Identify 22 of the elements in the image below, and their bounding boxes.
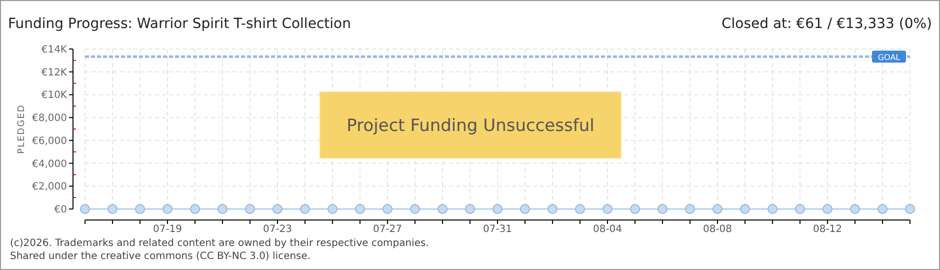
y-tick-label: €4,000 (32, 158, 67, 170)
x-tick-label: 08-04 (592, 224, 622, 235)
y-tick-label: €0 (54, 204, 67, 216)
annotation: Project Funding Unsuccessful (346, 116, 594, 136)
chart-title: Funding Progress: Warrior Spirit T-shirt Collection (8, 16, 351, 32)
y-tick-label: €14K (41, 44, 68, 56)
ref-line-label: GOAL (878, 53, 901, 62)
y-tick-label: €6,000 (32, 136, 67, 147)
text: (c)2026. Trademarks and related content are owned by their respective companies. (10, 238, 429, 249)
x-tick-label: 08-12 (812, 224, 842, 235)
text: Shared under the creative commons (CC BY-NC 3.0) license. (10, 251, 311, 262)
y-tick-label: €10K (41, 90, 68, 102)
y-tick-label: €12K (41, 67, 68, 78)
y-tick-label: €8,000 (32, 113, 67, 124)
x-tick-label: 07-31 (482, 224, 512, 235)
y-axis-title: PLEDGED (17, 104, 27, 154)
x-tick-label: 07-27 (372, 224, 402, 235)
x-tick-label: 08-08 (702, 224, 732, 235)
x-tick-label: 07-23 (262, 224, 292, 235)
chart-subtitle: Closed at: €61 / €13,333 (0%) (721, 16, 932, 32)
x-tick-label: 07-19 (152, 224, 182, 235)
y-tick-label: €2,000 (32, 182, 67, 193)
